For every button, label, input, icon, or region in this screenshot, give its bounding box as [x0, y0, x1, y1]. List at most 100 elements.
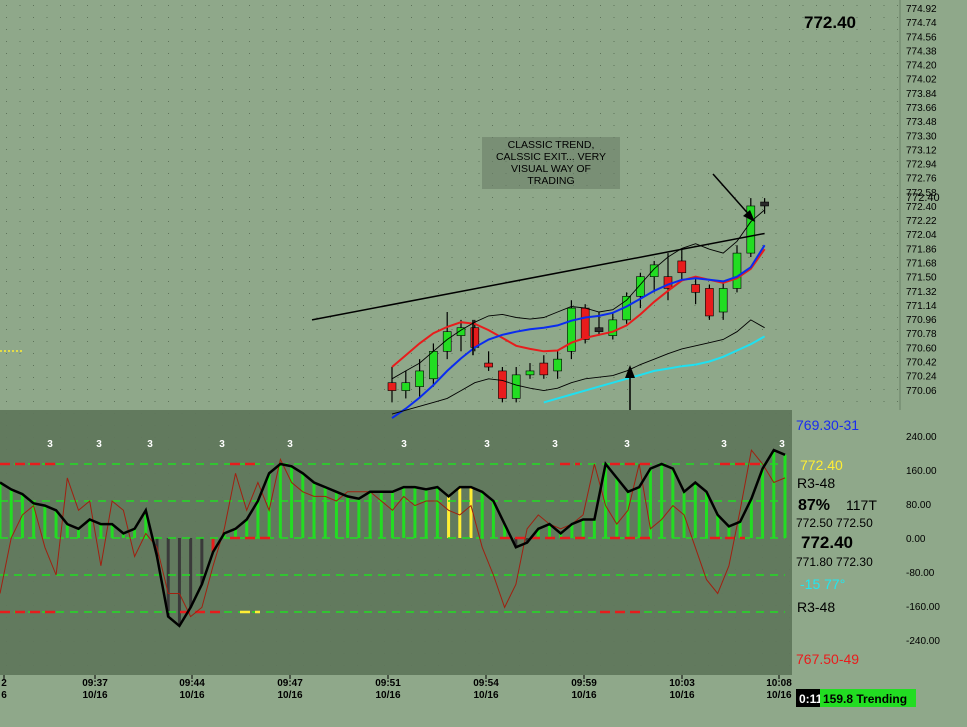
candle — [484, 351, 493, 371]
indicator-layer: 3 3 3 3 3 3 3 3 3 3 3 — [0, 439, 787, 628]
candles-layer — [387, 198, 769, 403]
candle — [415, 359, 424, 399]
r-code-1: R3-48 — [797, 475, 835, 491]
candle — [677, 249, 687, 281]
price-tick-label: 770.42 — [906, 358, 937, 369]
price-tick-label: 772.94 — [906, 160, 937, 171]
marker-label-3: 3 — [147, 439, 153, 450]
note-line-3: VISUAL WAY OF — [511, 163, 591, 175]
price-tick-label: 772.22 — [906, 216, 937, 227]
price-tick-label: 773.30 — [906, 131, 937, 142]
top-level-label: 769.30-31 — [796, 417, 859, 433]
overlay-line — [543, 335, 766, 404]
status-trend: 159.8 Trending — [823, 692, 907, 706]
date-label: 10/16 — [669, 690, 694, 701]
price-tick-label: 774.02 — [906, 75, 937, 86]
time-label: 09:47 — [277, 678, 303, 689]
cyan-info-label: -15 77° — [800, 576, 845, 592]
status-timer: 0:11 — [799, 692, 823, 706]
side-panel: 769.30-31 772.40 R3-48 87% 117T 772.50 7… — [792, 410, 900, 675]
price-tick-label: 771.68 — [906, 259, 937, 270]
price-tick-label: 771.50 — [906, 273, 937, 284]
indicator-tick-label: -160.00 — [906, 602, 940, 613]
trendline — [311, 232, 765, 321]
date-label: 10/16 — [571, 690, 596, 701]
indicator-tick-label: -240.00 — [906, 636, 940, 647]
indicator-tick-label: 160.00 — [906, 466, 937, 477]
marker-label-3: 3 — [624, 439, 630, 450]
marker-label-3: 3 — [779, 439, 785, 450]
price-yellow-label: 772.40 — [800, 457, 843, 473]
price-tick-label: 772.04 — [906, 230, 937, 241]
candle — [718, 280, 728, 320]
price-tick-label: 772.58 — [906, 188, 937, 199]
candle — [387, 367, 397, 403]
ticks-label: 117T — [846, 497, 877, 513]
price-tick-label: 774.20 — [906, 61, 937, 72]
bottom-level-label: 767.50-49 — [796, 651, 859, 667]
marker-label-3: 3 — [96, 439, 102, 450]
candle — [691, 276, 700, 305]
price-axis: 774.92 774.74 774.56 774.38 774.20 774.02 773.… — [906, 4, 937, 397]
marker-label-3: 3 — [47, 439, 53, 450]
time-label: 2 — [1, 678, 7, 689]
indicator-axis: 240.00 160.00 80.00 0.00 -80.00 -160.00 -240.0… — [906, 432, 940, 647]
indicator-tick-label: 0.00 — [906, 534, 926, 545]
time-label: 09:51 — [375, 678, 401, 689]
candle — [649, 260, 659, 293]
date-label: 10/16 — [82, 690, 107, 701]
indicator-tick-label: -80.00 — [906, 568, 935, 579]
price-tick-label: 772.76 — [906, 174, 937, 185]
date-label: 10/16 — [473, 690, 498, 701]
price-tick-label: 774.38 — [906, 46, 937, 57]
date-label: 10/16 — [766, 690, 791, 701]
marker-label-3: 3 — [287, 439, 293, 450]
date-label: 10/16 — [179, 690, 204, 701]
status-bar: 0:11 159.8 Trending — [796, 689, 916, 707]
date-label: 6 — [1, 690, 7, 701]
arrow-up-icon — [625, 365, 635, 410]
bid-ask-2: 771.80 772.30 — [796, 555, 873, 569]
price-tick-label: 771.14 — [906, 301, 937, 312]
marker-label-3: 3 — [401, 439, 407, 450]
date-label: 10/16 — [375, 690, 400, 701]
price-tick-label: 770.96 — [906, 315, 937, 326]
note-line-4: TRADING — [527, 175, 574, 187]
main-oscillator-line — [0, 448, 786, 628]
candle — [442, 312, 452, 360]
candle — [525, 363, 535, 379]
candle — [456, 319, 466, 352]
price-tick-label: 772.40 — [906, 202, 937, 213]
price-tick-label: 773.48 — [906, 117, 937, 128]
candle — [760, 198, 769, 214]
price-axis-current: 772.40 — [906, 192, 940, 204]
note-line-2: CALSSIC EXIT... VERY — [496, 151, 606, 163]
time-label: 10:08 — [766, 678, 792, 689]
bid-ask-1: 772.50 772.50 — [796, 516, 873, 530]
date-label: 10/16 — [277, 690, 302, 701]
price-tick-label: 770.78 — [906, 329, 937, 340]
signal-line — [0, 448, 786, 618]
last-price-header: 772.40 — [804, 13, 856, 32]
r-code-2: R3-48 — [797, 599, 835, 615]
price-tick-label: 770.24 — [906, 372, 937, 383]
time-axis: 2609:3710/1609:4410/1609:4710/1609:5110/… — [0, 675, 900, 727]
candle — [539, 355, 549, 379]
price-tick-label: 773.66 — [906, 103, 937, 114]
annotation-note: CLASSIC TREND, CALSSIC EXIT... VERY VISU… — [482, 137, 620, 189]
overlay-line — [391, 209, 765, 380]
indicator-tick-label: 240.00 — [906, 432, 937, 443]
marker-label-3: 3 — [484, 439, 490, 450]
candle — [705, 284, 714, 320]
marker-label-3: 3 — [721, 439, 727, 450]
time-label: 09:37 — [82, 678, 108, 689]
candle — [553, 351, 562, 379]
price-tick-label: 774.92 — [906, 4, 937, 15]
candle — [746, 198, 756, 258]
note-line-1: CLASSIC TREND, — [508, 139, 595, 151]
percent-label: 87% — [798, 497, 830, 514]
candle — [732, 245, 742, 293]
candle — [567, 300, 576, 360]
indicator-tick-label: 80.00 — [906, 500, 931, 511]
